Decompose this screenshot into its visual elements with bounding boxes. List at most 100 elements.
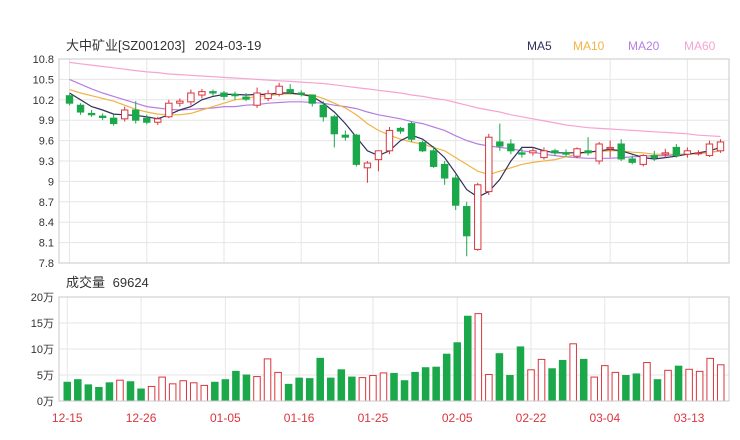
volume-bar-down — [221, 379, 230, 402]
ma60-line — [69, 61, 721, 138]
volume-bar-down — [579, 358, 588, 402]
volume-bar-down — [548, 368, 556, 402]
volume-bar-down — [558, 359, 567, 402]
candle-down — [330, 116, 339, 135]
price-tick-label: 9.6 — [39, 136, 54, 148]
volume-bar-up — [590, 376, 599, 402]
candle-down — [551, 150, 559, 154]
candle-up — [198, 91, 206, 96]
volume-bar-up — [685, 368, 693, 402]
candle-down — [319, 104, 327, 118]
date-tick-label: 02-05 — [442, 411, 473, 425]
price-plot-frame — [58, 58, 730, 264]
volume-bar-up — [369, 375, 377, 402]
candle-up — [716, 141, 725, 152]
candle-up — [120, 109, 129, 120]
candle-up — [595, 143, 603, 162]
candlesticks — [65, 82, 725, 257]
volume-bar-up — [358, 377, 367, 402]
volume-tick-label: 20万 — [31, 292, 54, 304]
volume-bar-up — [147, 385, 156, 402]
ma10-line — [69, 89, 721, 176]
volume-bar-down — [63, 381, 72, 402]
candle-up — [529, 150, 537, 154]
date-tick-label: 03-04 — [589, 411, 620, 425]
price-tick-label: 10.8 — [33, 54, 54, 66]
candle-down — [463, 206, 471, 237]
volume-bar-down — [348, 376, 356, 402]
candle-down — [109, 117, 118, 125]
volume-bar-down — [653, 379, 662, 402]
volume-bar-down — [242, 374, 251, 402]
volume-bar-down — [211, 381, 219, 402]
date-tick-label: 12-15 — [52, 411, 83, 425]
volume-bar-up — [537, 358, 546, 402]
volume-bar-down — [390, 372, 398, 402]
volume-bar-down — [105, 382, 114, 402]
volume-bar-up — [168, 383, 177, 402]
date-tick-label: 01-05 — [210, 411, 241, 425]
volume-bar-down — [432, 366, 440, 402]
volume-title: 成交量 69624 — [66, 275, 149, 290]
legend-ma10: MA10 — [573, 39, 605, 53]
volume-bar-down — [95, 386, 103, 402]
volume-bar-up — [527, 369, 535, 402]
volume-bar-down — [74, 379, 82, 402]
volume-bar-down — [442, 353, 451, 402]
candle-up — [374, 150, 383, 161]
candle-down — [231, 93, 239, 97]
candle-up — [606, 146, 614, 150]
candle-down — [496, 141, 504, 147]
volume-bar-down — [232, 370, 240, 402]
volume-label: 成交量 — [66, 275, 105, 290]
candle-up — [540, 150, 548, 159]
volume-y-axis: 20万 15万 10万 5万 0万 — [31, 292, 54, 408]
legend-ma5: MA5 — [527, 39, 552, 53]
volume-bar-down — [284, 383, 293, 402]
price-tick-label: 8.4 — [39, 217, 54, 229]
volume-plot-frame — [58, 296, 730, 402]
volume-bar-down — [674, 365, 683, 402]
ma5-line — [69, 92, 721, 198]
candle-up — [474, 184, 482, 250]
volume-bar-down — [421, 367, 430, 402]
candle-up — [573, 148, 581, 157]
volume-bar-down — [295, 377, 303, 402]
candle-down — [584, 150, 592, 154]
volume-bar-down — [337, 369, 346, 402]
candle-down — [440, 163, 449, 179]
volume-bar-down — [632, 373, 641, 402]
date-tick-label: 03-13 — [674, 411, 705, 425]
candle-down — [297, 92, 305, 95]
volume-bar-down — [400, 380, 409, 402]
chart-date: 2024-03-19 — [195, 38, 262, 53]
chart-title: 大中矿业[SZ001203] 2024-03-19 — [66, 38, 261, 53]
candle-down — [352, 134, 361, 165]
legend-ma60: MA60 — [684, 39, 716, 53]
price-y-axis: 10.8 10.5 10.2 9.9 9.6 9.3 9 8.7 8.4 8.1 7.8 — [33, 54, 54, 270]
volume-bars — [63, 313, 725, 402]
candle-down — [132, 109, 140, 121]
candle-up — [485, 136, 493, 193]
volume-tick-label: 15万 — [31, 318, 54, 330]
legend-ma20: MA20 — [628, 39, 660, 53]
candle-up — [187, 92, 195, 103]
price-tick-label: 8.7 — [39, 197, 54, 209]
volume-bar-up — [716, 364, 725, 402]
candle-down — [98, 115, 107, 118]
volume-bar-down — [326, 377, 335, 402]
candle-down — [617, 143, 625, 160]
volume-bar-up — [695, 370, 704, 402]
price-tick-label: 7.8 — [39, 258, 54, 270]
candle-down — [418, 142, 427, 152]
volume-bar-up — [611, 371, 620, 402]
volume-bar-down — [316, 357, 324, 402]
volume-bar-up — [485, 373, 493, 402]
candle-up — [694, 152, 703, 155]
volume-tick-label: 5万 — [37, 370, 54, 382]
volume-latest-value: 69624 — [113, 275, 149, 290]
volume-bar-down — [305, 378, 314, 402]
volume-bar-up — [158, 376, 166, 402]
date-tick-label: 12-26 — [126, 411, 157, 425]
